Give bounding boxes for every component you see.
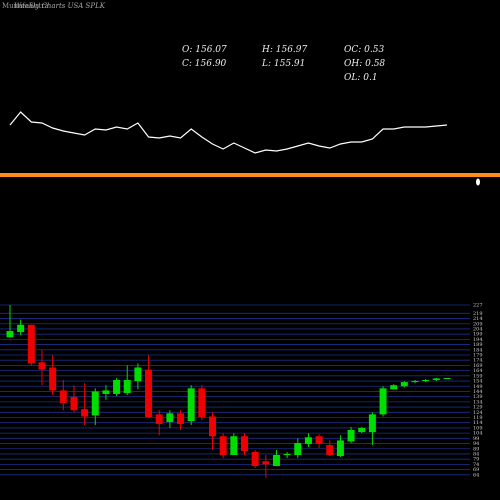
y-tick-label: 214 [473,316,483,322]
y-tick-label: 114 [473,420,483,426]
candle-body [230,436,238,455]
candle-body [198,388,206,417]
y-tick-label: 69 [473,467,479,473]
y-tick-label: 219 [473,311,483,317]
y-tick-label: 227 [473,303,483,309]
candle-body [91,391,99,416]
candle-body [294,443,302,455]
y-tick-label: 124 [473,410,483,416]
candle-body [422,380,430,382]
ohlc-info: OL: 0.1 [344,73,378,83]
candle-body [240,436,248,452]
candle-body [155,414,163,424]
y-tick-label: 99 [473,436,479,442]
y-tick-label: 194 [473,337,483,343]
candle-body [390,385,398,390]
candle-body [38,362,46,370]
candle-body [27,324,35,364]
chart-title: Weekly Charts USA SPLK [14,2,106,10]
y-tick-label: 64 [473,472,479,478]
y-tick-label: 169 [473,363,483,369]
candle-body [251,451,259,467]
candle-body [443,378,451,380]
candle-body [166,413,174,422]
y-tick-label: 149 [473,384,483,390]
ohlc-info: H: 156.97 [261,45,308,55]
marker [476,178,480,186]
y-tick-label: 104 [473,431,483,437]
y-tick-label: 174 [473,358,483,364]
ohlc-info: OH: 0.58 [344,59,385,69]
candle-body [262,461,270,465]
y-tick-label: 199 [473,332,483,338]
y-tick-label: 109 [473,425,483,431]
y-tick-label: 144 [473,389,483,395]
candle-body [177,413,185,424]
candle-body [347,430,355,442]
y-tick-label: 74 [473,462,479,468]
candle-body [432,378,440,380]
candle-body [358,427,366,433]
candle-body [134,367,142,382]
y-tick-label: 84 [473,451,479,457]
y-tick-label: 79 [473,457,479,463]
candle-body [145,369,153,417]
candle-body [400,382,408,387]
candle-body [336,440,344,457]
candle-body [187,388,195,422]
candle-body [123,380,131,394]
y-tick-label: 89 [473,446,479,452]
ohlc-info: L: 155.91 [261,59,305,69]
y-tick-label: 94 [473,441,479,447]
candle-body [17,324,25,333]
candle-body [209,416,217,437]
y-tick-label: 209 [473,321,483,327]
y-tick-label: 179 [473,353,483,359]
candle-body [219,436,227,455]
y-tick-label: 164 [473,368,483,374]
y-tick-label: 139 [473,394,483,400]
candle-body [379,388,387,415]
candle-body [6,331,14,338]
candle-body [70,396,78,411]
indicator-line [9,111,448,154]
y-tick-label: 189 [473,342,483,348]
candle-body [315,436,323,444]
y-tick-label: 134 [473,399,483,405]
candle-body [304,437,312,444]
candle-body [326,445,334,455]
candle-body [59,390,67,403]
candle-body [113,380,121,394]
y-tick-label: 154 [473,379,483,385]
y-tick-label: 129 [473,405,483,411]
ohlc-info: C: 156.90 [182,59,227,69]
candle-body [102,390,110,394]
ohlc-info: OC: 0.53 [344,45,384,55]
candle-body [283,453,291,455]
y-tick-label: 184 [473,347,483,353]
y-tick-label: 119 [473,415,483,421]
y-tick-label: 159 [473,373,483,379]
candle-body [49,367,57,391]
candle-body [272,455,280,467]
candle-body [368,414,376,433]
orange-band [0,173,500,177]
y-tick-label: 204 [473,326,483,332]
candle-body [411,381,419,383]
candle-body [81,409,89,417]
ohlc-info: O: 156.07 [182,45,227,55]
brand: MunafaSutra [2,2,49,10]
